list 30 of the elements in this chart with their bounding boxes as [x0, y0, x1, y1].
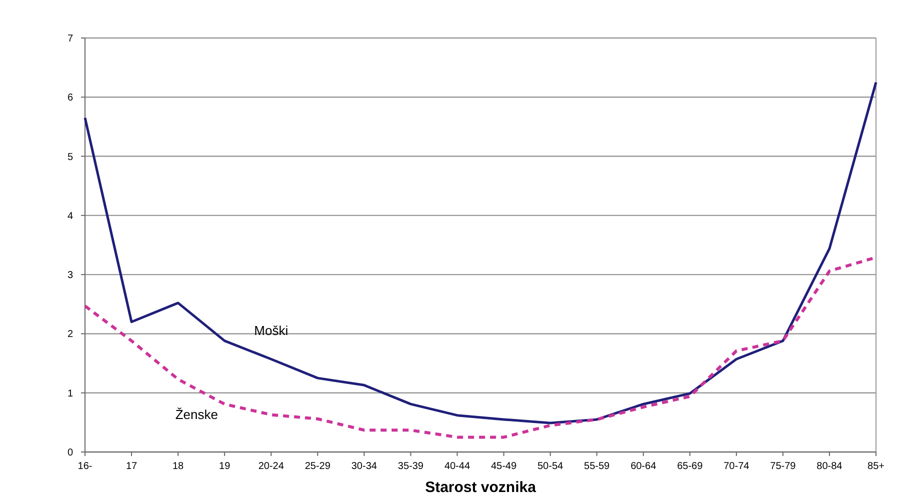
- x-tick-label: 55-59: [584, 461, 610, 472]
- x-tick-label: 50-54: [538, 461, 564, 472]
- x-tick-label: 25-29: [304, 461, 331, 472]
- x-tick-label: 19: [219, 461, 231, 472]
- x-tick-label: 80-84: [816, 461, 843, 472]
- x-tick-label: 16-: [78, 461, 92, 472]
- y-tick-label: 1: [67, 388, 74, 400]
- y-tick-label: 4: [67, 210, 74, 222]
- y-tick-label: 6: [67, 92, 74, 104]
- y-tick-label: 7: [67, 34, 74, 44]
- x-axis-title: Starost voznika: [425, 479, 537, 496]
- x-tick-label: 20-24: [258, 461, 284, 472]
- line-series: [84, 81, 878, 424]
- x-tick-label: 40-44: [444, 461, 470, 472]
- x-tick-label: 70-74: [724, 461, 750, 472]
- x-tick-label: 75-79: [770, 461, 796, 472]
- x-tick-label: 35-39: [398, 461, 424, 472]
- series-label: Moški: [254, 323, 288, 338]
- y-tick-label: 5: [67, 152, 74, 163]
- x-tick-label: 65-69: [677, 461, 704, 472]
- x-tick-label: 45-49: [490, 461, 517, 472]
- y-tick-label: 3: [67, 270, 74, 282]
- y-tick-label: 0: [67, 448, 74, 458]
- x-tick-label: 30-34: [351, 461, 378, 472]
- y-tick-label: 2: [67, 329, 74, 340]
- x-tick-label: 17: [126, 461, 138, 472]
- x-tick-label: 60-64: [630, 461, 657, 472]
- x-tick-label: 85+: [868, 461, 885, 472]
- series-label: Ženske: [175, 407, 218, 422]
- x-tick-label: 18: [172, 461, 184, 472]
